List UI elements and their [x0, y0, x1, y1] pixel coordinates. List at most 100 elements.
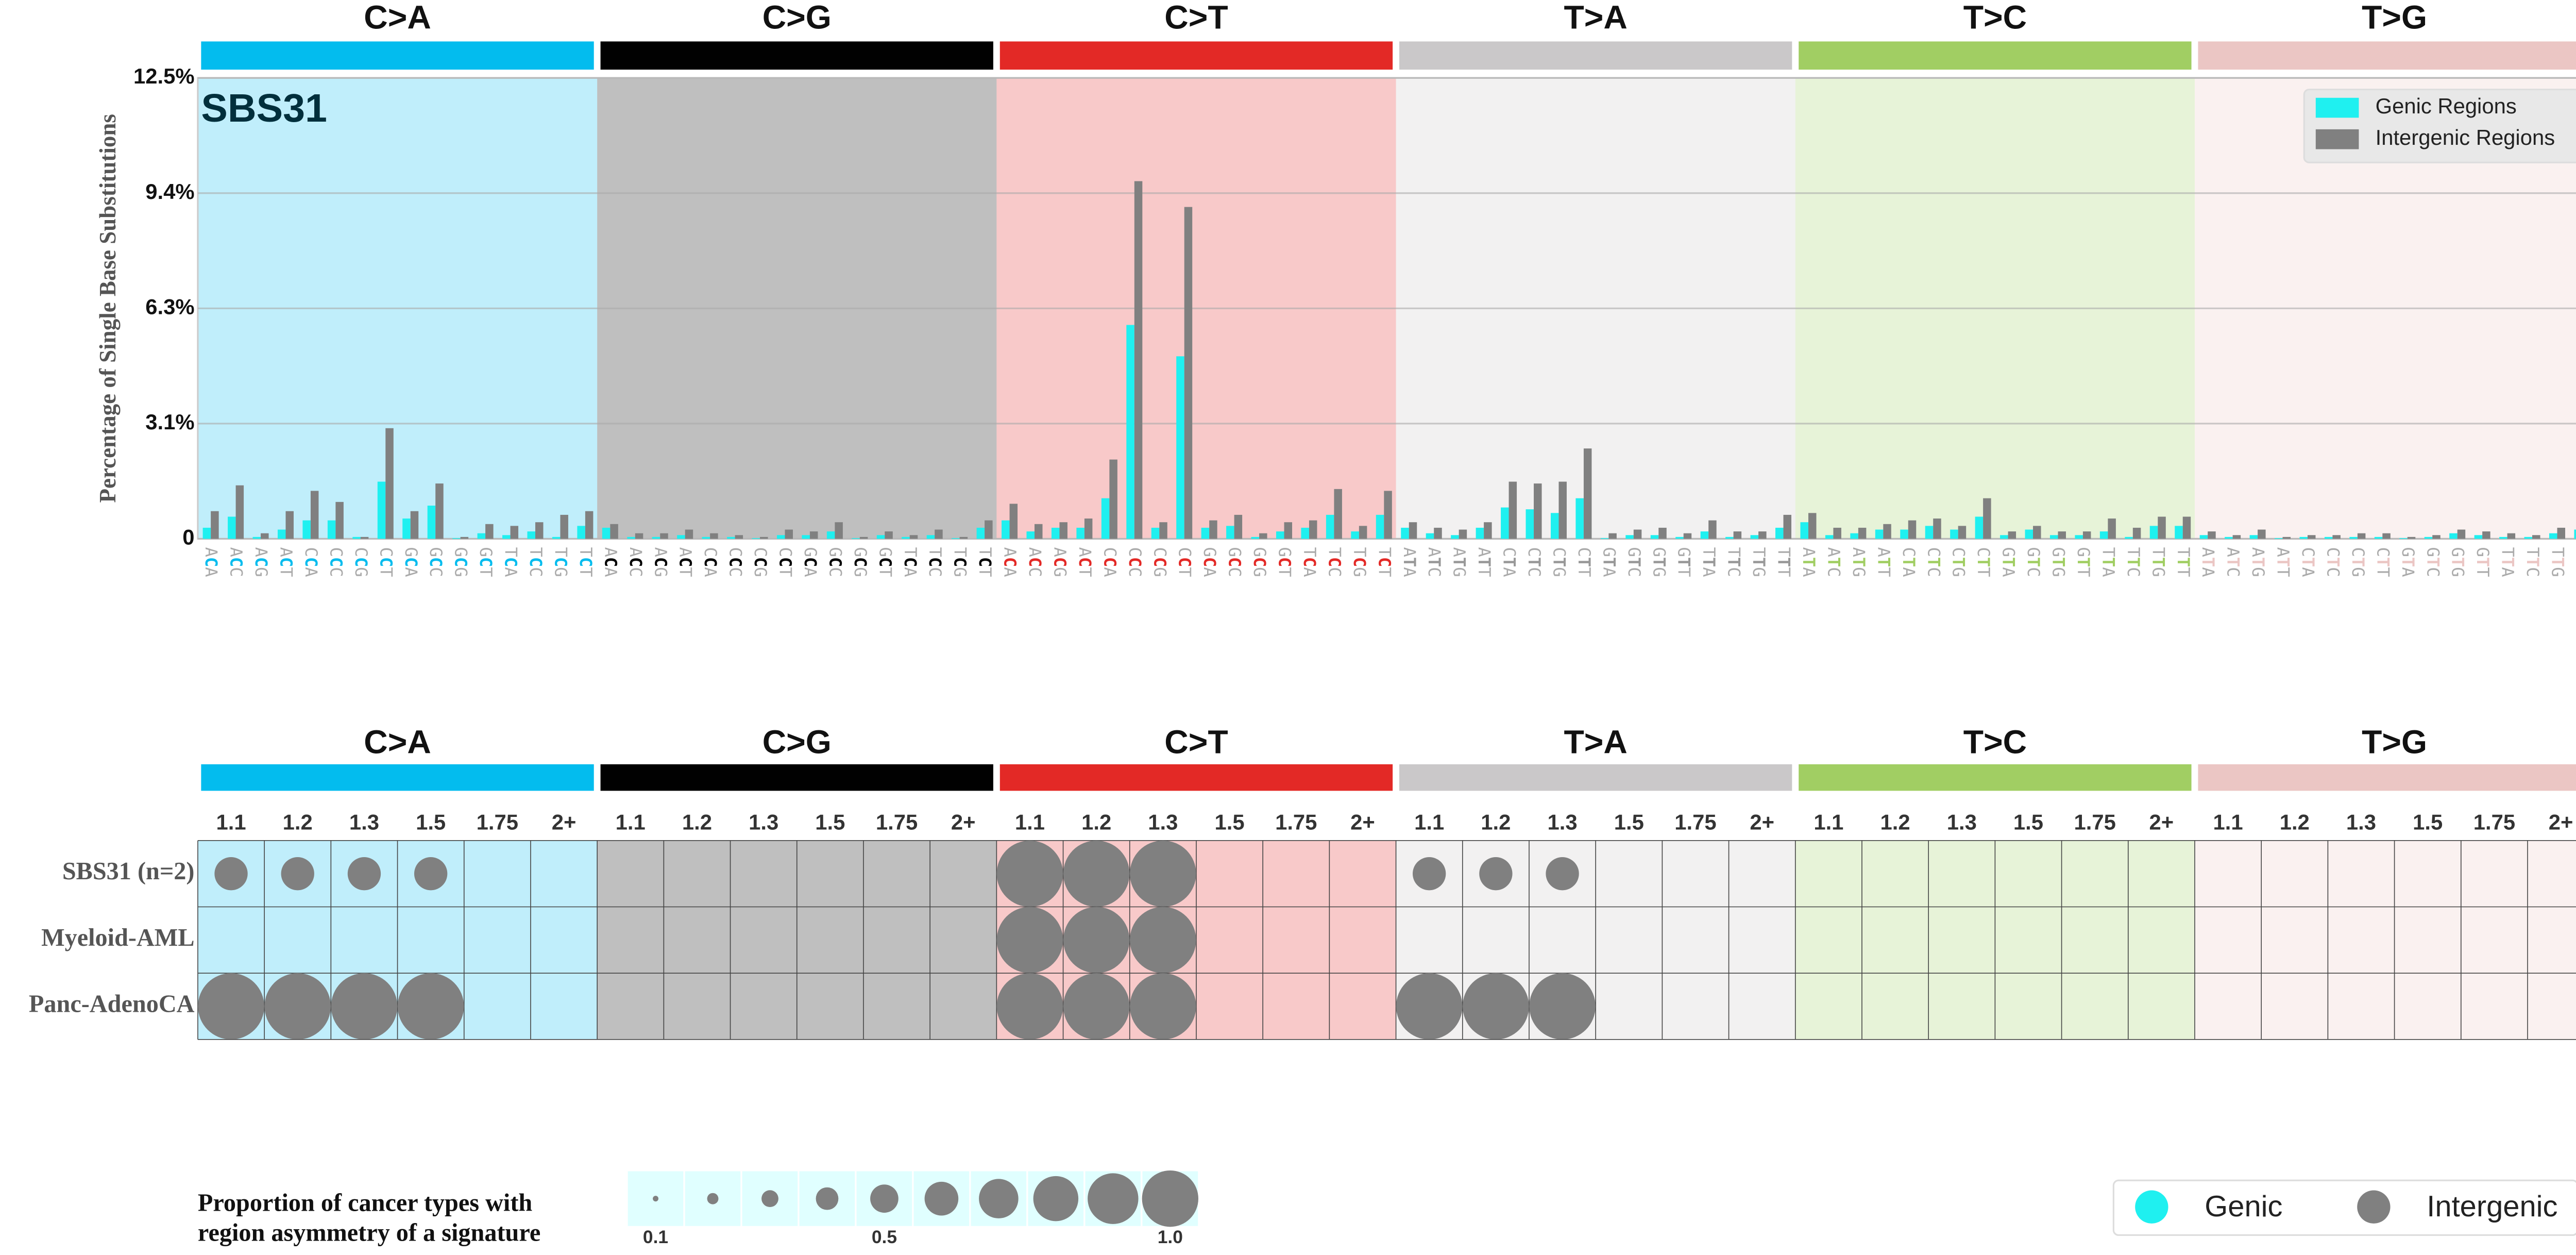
context-letter: A	[701, 567, 720, 577]
context-letter: C	[501, 557, 521, 567]
context-letter: C	[1425, 567, 1444, 577]
x-tick-label: ATC	[1824, 547, 1843, 577]
threshold-label: 1.1	[1414, 810, 1444, 834]
bar	[1725, 537, 1734, 539]
x-tick-label: TCC	[925, 547, 945, 577]
bar	[2549, 533, 2557, 539]
context-letter: G	[2448, 547, 2468, 557]
x-tick-label: TCG	[551, 547, 570, 577]
bar	[1084, 518, 1093, 539]
bar	[885, 531, 893, 539]
context-letter: G	[801, 547, 820, 557]
bar	[1958, 526, 1967, 539]
bar	[1833, 527, 1841, 539]
bar	[1758, 531, 1767, 539]
bar	[535, 522, 544, 539]
x-tick-label: GTT	[2074, 547, 2093, 577]
x-tick-label: TTG	[2148, 547, 2168, 577]
context-letter: G	[401, 547, 421, 557]
size-legend-label: 0.1	[643, 1227, 668, 1247]
context-letter: A	[1899, 567, 1919, 577]
x-tick-label: TCA	[1300, 547, 1319, 577]
context-letter: T	[2548, 557, 2568, 567]
threshold-label: 1.75	[2473, 810, 2515, 834]
y-tick-label: 6.3%	[145, 294, 194, 319]
bar	[1434, 527, 1442, 539]
bar	[1800, 522, 1808, 539]
context-letter: G	[851, 567, 870, 577]
bar	[1633, 529, 1642, 539]
context-letter: C	[1899, 547, 1919, 557]
x-tick-label: CTT	[1974, 547, 1993, 577]
context-letter: T	[1325, 547, 1344, 557]
bar	[735, 535, 743, 539]
context-letter: T	[2498, 557, 2518, 567]
x-tick-label: TCT	[975, 547, 995, 577]
context-letter: C	[326, 557, 346, 567]
bar	[1126, 325, 1134, 539]
context-letter: G	[651, 567, 670, 577]
legend-label: Intergenic Regions	[2376, 125, 2555, 149]
bar	[1101, 498, 1110, 539]
bar	[1883, 524, 1891, 539]
context-letter: C	[576, 557, 596, 567]
context-letter: T	[1475, 567, 1494, 577]
bar	[852, 538, 860, 539]
bubble	[1130, 840, 1196, 907]
group-strip	[600, 764, 993, 791]
bar	[2000, 535, 2008, 539]
bar	[2125, 537, 2133, 539]
bar	[235, 485, 244, 539]
context-letter: T	[1375, 567, 1394, 577]
context-letter: C	[201, 557, 221, 567]
context-letter: G	[1649, 567, 1669, 577]
bar	[1575, 498, 1584, 539]
bar	[2399, 538, 2408, 539]
context-letter: C	[376, 547, 396, 557]
bar	[2225, 537, 2233, 539]
context-letter: T	[1699, 557, 1719, 567]
size-legend-bubble	[707, 1193, 719, 1204]
size-legend-label: 0.5	[872, 1227, 897, 1247]
bar	[1625, 535, 1634, 539]
context-letter: T	[2548, 547, 2568, 557]
x-tick-label: ACG	[651, 547, 670, 577]
context-letter: T	[2348, 557, 2368, 567]
context-letter: C	[1275, 557, 1295, 567]
bar	[1875, 529, 1884, 539]
bar	[1459, 529, 1467, 539]
bar	[1675, 537, 1684, 539]
context-letter: G	[1749, 567, 1769, 577]
context-letter: A	[651, 547, 670, 557]
context-letter: C	[825, 567, 845, 577]
bar	[1259, 533, 1267, 539]
context-letter: T	[1799, 557, 1819, 567]
context-letter: C	[1050, 557, 1070, 567]
context-letter: T	[2473, 567, 2493, 577]
context-letter: G	[851, 547, 870, 557]
bar	[926, 535, 935, 539]
context-letter: C	[227, 567, 246, 577]
context-letter: G	[426, 547, 446, 557]
bubble	[264, 973, 331, 1040]
context-letter: A	[501, 567, 521, 577]
legend-label: Genic Regions	[2376, 94, 2517, 118]
x-tick-label: GTT	[2473, 547, 2493, 577]
context-letter: G	[451, 547, 471, 557]
context-letter: T	[2373, 557, 2393, 567]
bar	[1983, 498, 1991, 539]
x-tick-label: CCG	[351, 547, 371, 577]
bar	[1484, 522, 1492, 539]
bar	[1059, 522, 1067, 539]
context-letter: C	[1924, 547, 1943, 557]
bar	[635, 533, 643, 539]
group-strip	[999, 41, 1393, 70]
context-letter: G	[1200, 547, 1219, 557]
context-letter: A	[201, 547, 221, 557]
bar	[2357, 533, 2366, 539]
bar	[985, 520, 993, 539]
bar	[1526, 509, 1534, 539]
group-label: T>C	[1963, 723, 2027, 760]
x-tick-label: ACA	[201, 547, 221, 577]
